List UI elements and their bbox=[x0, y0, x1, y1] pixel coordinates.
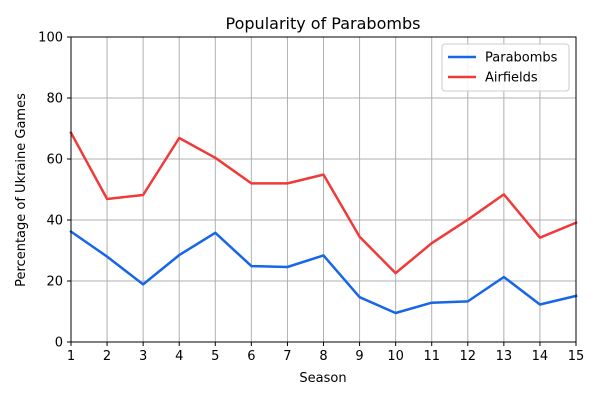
x-tick-label: 10 bbox=[387, 349, 404, 364]
x-tick-label: 11 bbox=[423, 349, 440, 364]
legend-label-airfields: Airfields bbox=[485, 71, 538, 86]
x-axis-ticks: 1 2 3 4 5 6 7 8 9 10 11 12 13 14 15 bbox=[67, 342, 584, 364]
y-tick-label: 60 bbox=[46, 153, 63, 168]
x-axis-label: Season bbox=[299, 371, 346, 386]
x-tick-label: 9 bbox=[355, 349, 363, 364]
y-tick-label: 0 bbox=[55, 336, 63, 351]
chart-title: Popularity of Parabombs bbox=[226, 14, 421, 33]
y-tick-label: 40 bbox=[46, 214, 63, 229]
x-tick-label: 13 bbox=[496, 349, 513, 364]
x-tick-label: 3 bbox=[139, 349, 147, 364]
y-tick-label: 20 bbox=[46, 275, 63, 290]
x-tick-label: 5 bbox=[211, 349, 219, 364]
x-tick-label: 15 bbox=[568, 349, 585, 364]
y-axis-ticks: 0 20 40 60 80 100 bbox=[38, 31, 71, 351]
x-tick-label: 7 bbox=[283, 349, 291, 364]
x-tick-label: 14 bbox=[532, 349, 549, 364]
series-lines bbox=[69, 131, 578, 315]
x-tick-label: 1 bbox=[67, 349, 75, 364]
series-line-airfields bbox=[69, 131, 578, 275]
legend-label-parabombs: Parabombs bbox=[485, 51, 558, 66]
y-tick-label: 80 bbox=[46, 92, 63, 107]
legend: Parabombs Airfields bbox=[441, 43, 570, 92]
x-tick-label: 6 bbox=[247, 349, 255, 364]
x-tick-label: 12 bbox=[460, 349, 477, 364]
y-axis-label: Percentage of Ukraine Games bbox=[14, 93, 29, 287]
y-tick-label: 100 bbox=[38, 31, 63, 46]
x-tick-label: 2 bbox=[103, 349, 111, 364]
series-line-parabombs bbox=[69, 229, 578, 315]
x-tick-label: 4 bbox=[175, 349, 183, 364]
x-tick-label: 8 bbox=[319, 349, 327, 364]
